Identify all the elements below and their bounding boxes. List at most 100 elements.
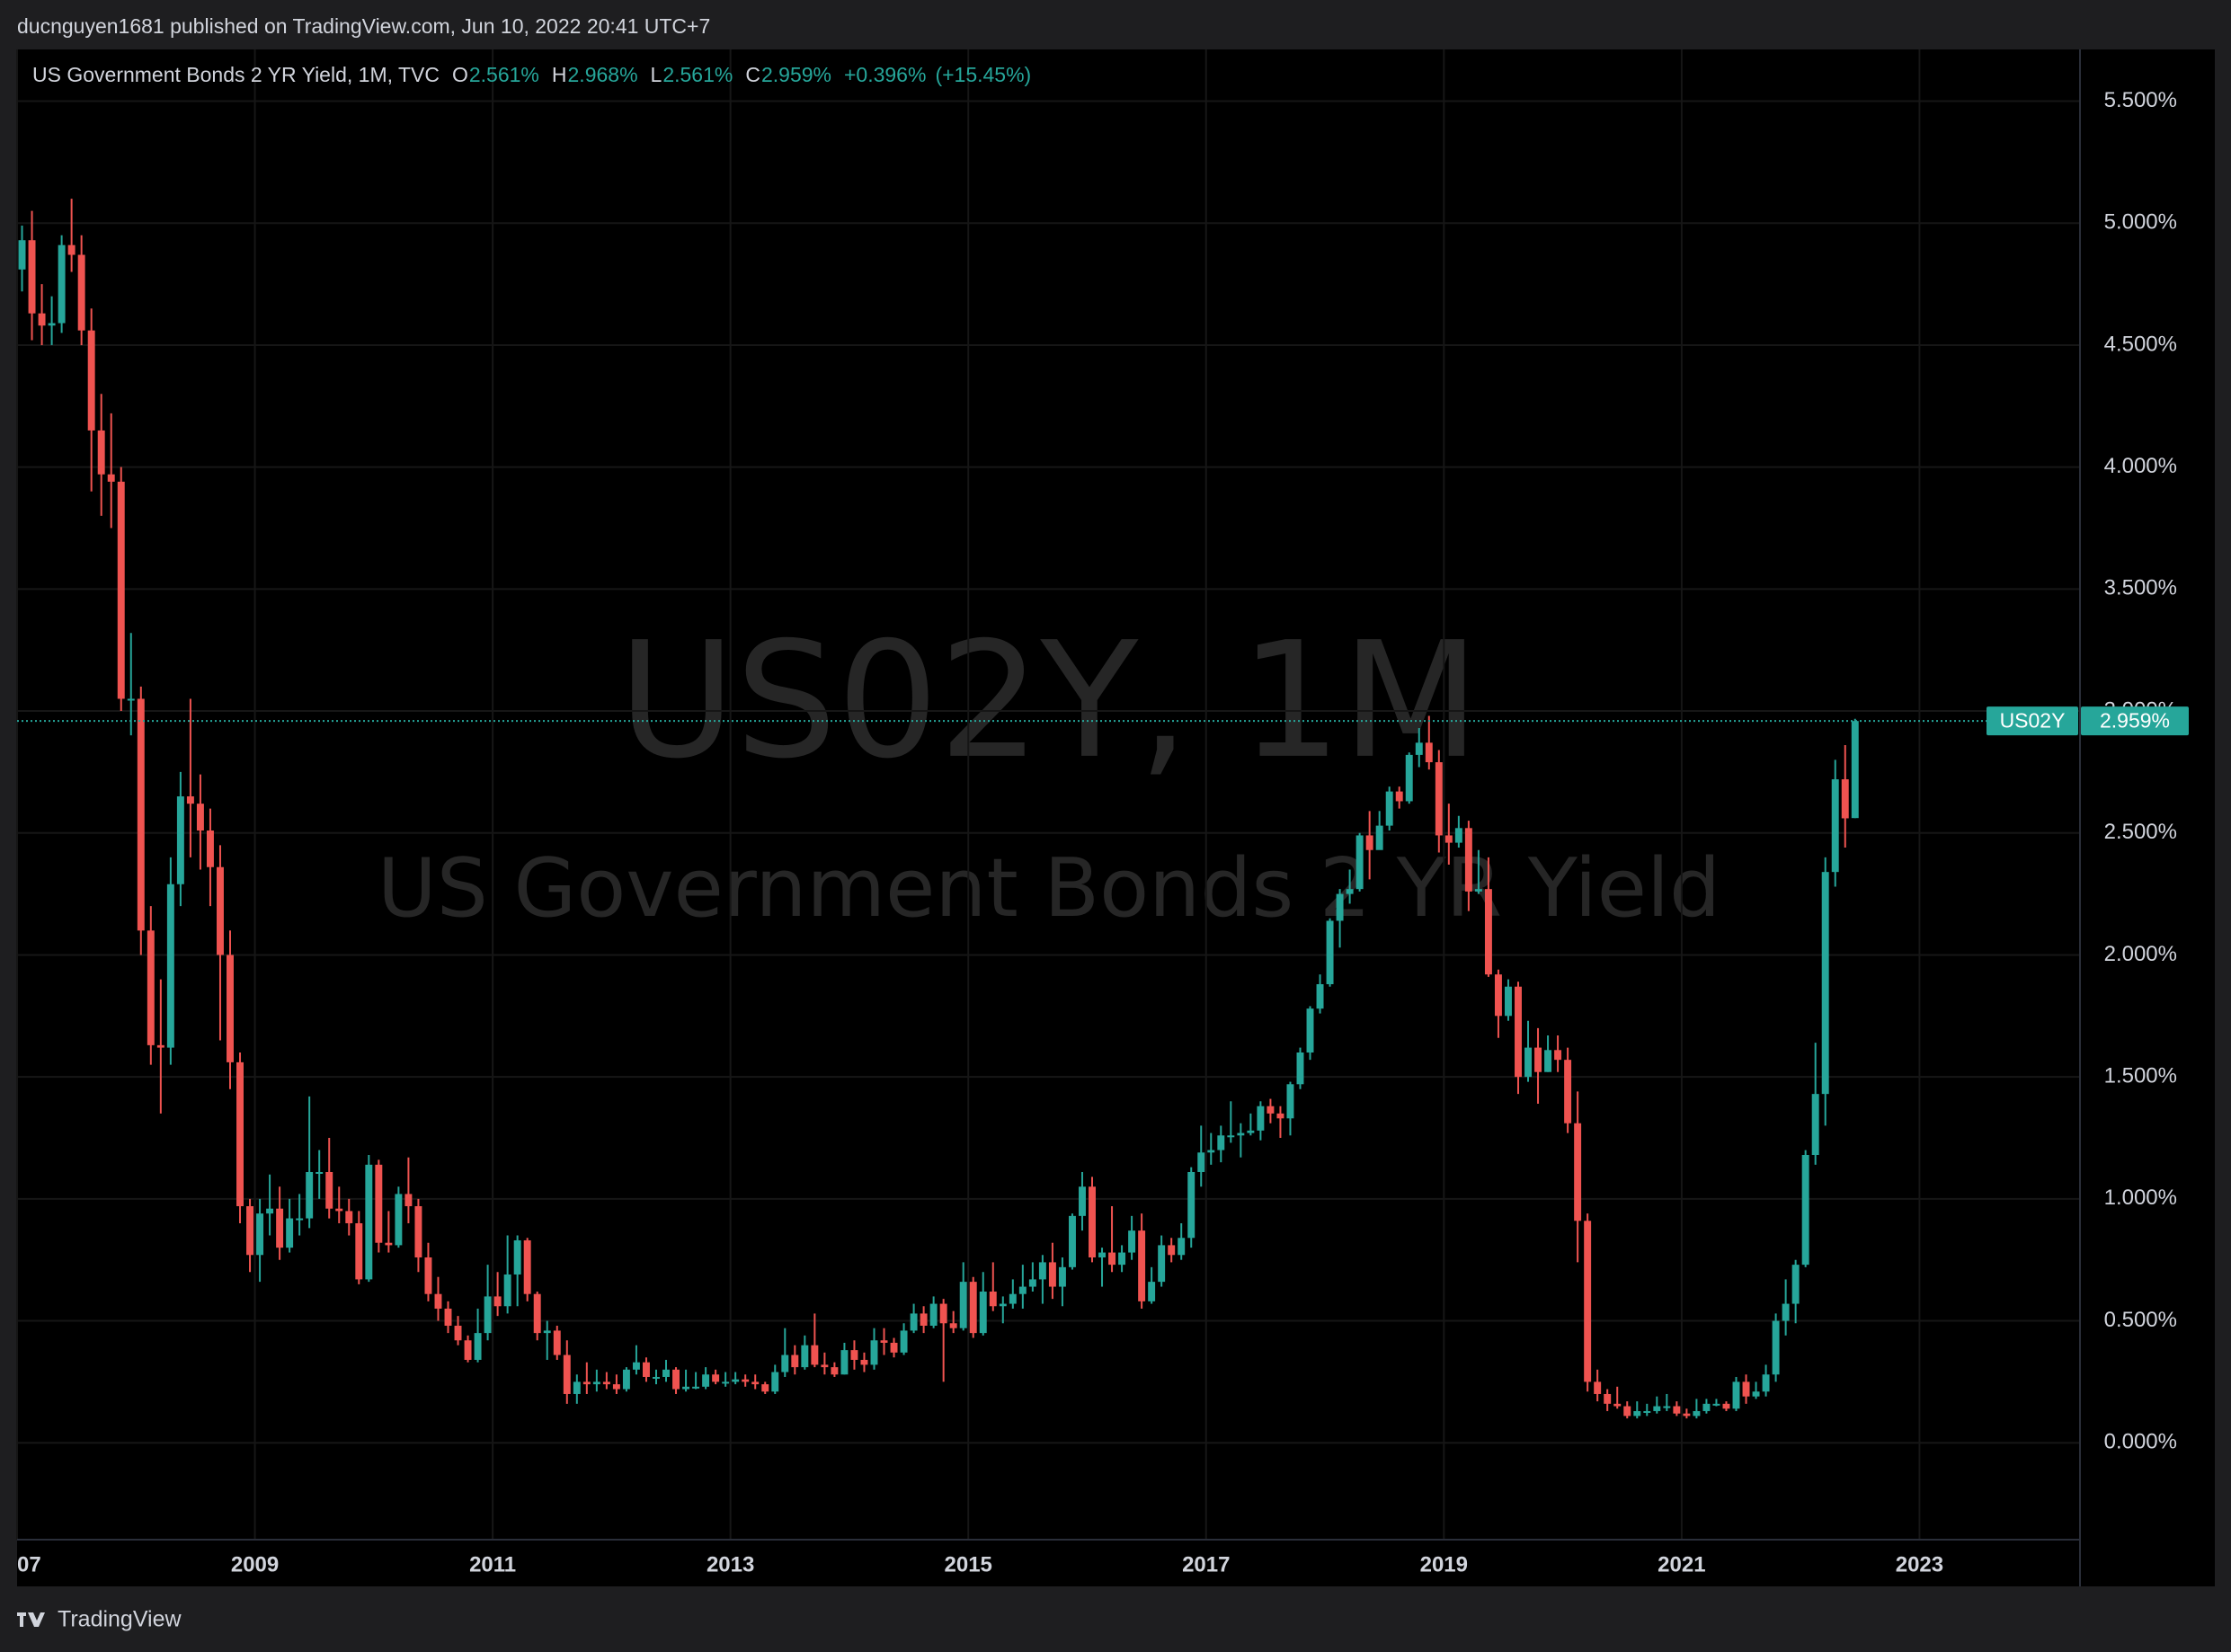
candle-body (48, 323, 56, 326)
candle-body (1395, 791, 1403, 802)
candle-body (1267, 1106, 1275, 1114)
price-tag-value: 2.959% (2100, 708, 2170, 732)
candle-body (1108, 1252, 1116, 1266)
candle-body (1484, 889, 1492, 975)
candle-body (573, 1381, 581, 1394)
candle-body (582, 1381, 591, 1385)
candle-body (217, 866, 224, 955)
x-tick-label: 2021 (1658, 1552, 1705, 1577)
candle-body (592, 1381, 600, 1385)
y-tick-label: 5.500% (2104, 88, 2177, 112)
candle-body (1643, 1410, 1651, 1413)
candle-body (1515, 986, 1522, 1078)
candle-body (1346, 889, 1354, 894)
y-tick-label: 1.000% (2104, 1186, 2177, 1210)
candle-body (38, 313, 46, 326)
candle-body (900, 1330, 908, 1353)
price-tag-bg (2081, 706, 2189, 736)
candle-body (513, 1239, 521, 1275)
grid (16, 49, 2080, 1540)
brand-name[interactable]: TradingView (58, 1607, 182, 1632)
y-tick-label: 4.000% (2104, 454, 2177, 478)
candle-body (979, 1291, 987, 1334)
candle-body (375, 1164, 383, 1243)
candle-body (1079, 1186, 1086, 1216)
candle-body (533, 1293, 541, 1334)
candle-body (166, 884, 174, 1048)
candle-body (1742, 1381, 1750, 1397)
candle-body (910, 1313, 918, 1331)
candle-body (67, 244, 76, 255)
candle-body (1782, 1303, 1790, 1321)
candle-body (1851, 721, 1859, 819)
candle-body (385, 1242, 393, 1246)
legend-text: L (651, 63, 662, 86)
legend-text: 2.959% (761, 63, 831, 86)
legend-text: 2.561% (469, 63, 539, 86)
candle-body (1811, 1094, 1819, 1155)
y-tick-label: 2.500% (2104, 820, 2177, 844)
candle-body (1633, 1410, 1641, 1417)
candle-body (1454, 828, 1462, 843)
candle-body (365, 1164, 373, 1280)
candle-body (1247, 1130, 1255, 1133)
candle-body (1623, 1406, 1631, 1417)
candle-body (246, 1205, 254, 1256)
candle-body (860, 1359, 868, 1365)
candle-body (345, 1211, 353, 1223)
candle-body (1028, 1279, 1036, 1287)
candle-body (1286, 1084, 1294, 1119)
candle-body (503, 1274, 511, 1307)
legend-text: C (745, 63, 760, 86)
candle-body (831, 1367, 839, 1375)
candle-body (306, 1171, 314, 1219)
candle-body (1821, 872, 1829, 1095)
candle-body (1613, 1403, 1622, 1407)
candle-body (325, 1171, 333, 1209)
candle-body (444, 1308, 452, 1326)
candle-body (563, 1354, 571, 1394)
candle-body (672, 1369, 680, 1390)
candle-body (781, 1354, 789, 1372)
candle-body (1355, 835, 1364, 890)
candle-body (1296, 1052, 1304, 1085)
candle-body (523, 1239, 531, 1294)
candle-body (493, 1296, 502, 1307)
candle-body (959, 1282, 967, 1328)
candle-body (266, 1208, 274, 1214)
candle-body (1405, 754, 1413, 802)
candle-body (1326, 920, 1334, 985)
y-tick-label: 0.500% (2104, 1308, 2177, 1332)
candles (17, 199, 2080, 1419)
candle-body (622, 1369, 630, 1390)
candle-body (1653, 1406, 1661, 1411)
candle-body (1791, 1265, 1800, 1304)
price-tag-symbol: US02Y (2000, 708, 2066, 732)
candle-body (355, 1222, 363, 1280)
candle-body (1673, 1406, 1681, 1414)
candle-body (434, 1293, 442, 1309)
candle-body (1197, 1152, 1205, 1172)
candle-body (404, 1194, 413, 1206)
candle-body (850, 1350, 858, 1360)
candle-body (553, 1330, 561, 1355)
candle-body (227, 955, 234, 1062)
legend-text: H (552, 63, 567, 86)
candle-body (1722, 1403, 1730, 1409)
candle-body (840, 1350, 849, 1375)
candle-body (732, 1379, 740, 1382)
candle-body (58, 244, 66, 324)
watermark-symbol: US02Y, 1M (618, 608, 1480, 794)
candle-body (1712, 1403, 1720, 1406)
candle-body (791, 1354, 799, 1368)
y-tick-label: 3.500% (2104, 576, 2177, 600)
candle-body (286, 1218, 294, 1248)
candle-body (1702, 1403, 1711, 1411)
candle-body (276, 1208, 284, 1248)
candle-body (1425, 742, 1433, 763)
candle-body (1574, 1123, 1582, 1221)
candle-body (1018, 1286, 1027, 1294)
candle-body (801, 1345, 809, 1368)
legend-text: O (452, 63, 468, 86)
legend-text: 2.561% (662, 63, 733, 86)
